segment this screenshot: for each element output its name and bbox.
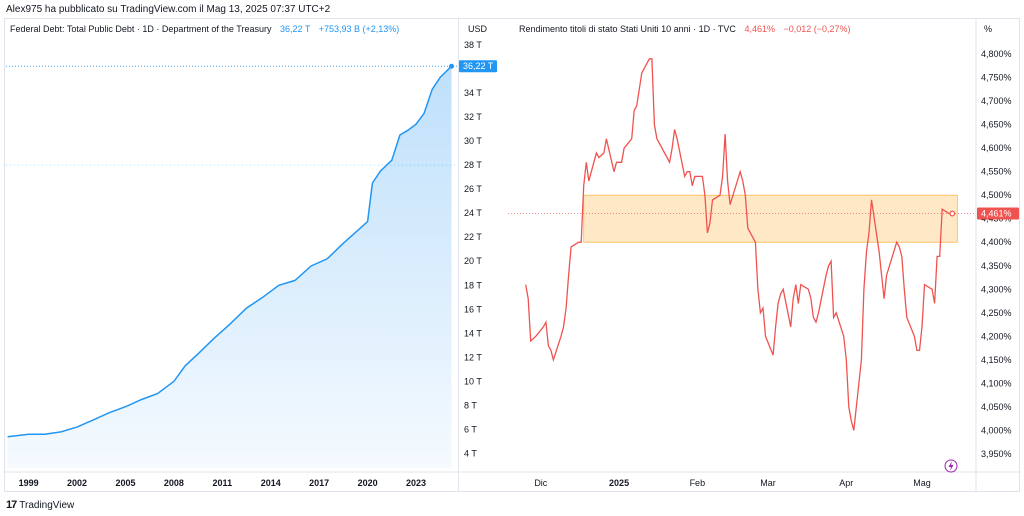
yield-x-tick-label: 2025 xyxy=(609,478,629,488)
attribution-text: Alex975 ha pubblicato su TradingView.com… xyxy=(6,4,331,15)
debt-y-tick-label: 24 T xyxy=(464,208,482,218)
debt-y-tick-label: 34 T xyxy=(464,88,482,98)
yield-y-tick-label: 4,500% xyxy=(981,190,1012,200)
yield-y-tick-label: 4,200% xyxy=(981,331,1012,341)
debt-legend: Federal Debt: Total Public Debt · 1D · D… xyxy=(10,24,399,34)
debt-last-point xyxy=(449,63,455,69)
yield-y-tick-label: 4,300% xyxy=(981,284,1012,294)
yield-legend-title: Rendimento titoli di stato Stati Uniti 1… xyxy=(519,24,736,34)
debt-y-tick-label: 8 T xyxy=(464,400,477,410)
yield-line xyxy=(525,58,953,431)
lightning-icon[interactable] xyxy=(944,459,958,473)
yield-y-tick-label: 4,250% xyxy=(981,308,1012,318)
yield-last-point xyxy=(949,210,956,217)
yield-y-tick-label: 4,400% xyxy=(981,237,1012,247)
debt-x-tick-label: 1999 xyxy=(19,478,39,488)
debt-y-tick-label: 38 T xyxy=(464,40,482,50)
yield-y-tick-label: 4,650% xyxy=(981,120,1012,130)
debt-y-tick-label: 28 T xyxy=(464,160,482,170)
debt-y-tick-label: 30 T xyxy=(464,136,482,146)
yield-y-tick-label: 4,600% xyxy=(981,143,1012,153)
yield-legend-value: 4,461% xyxy=(744,24,775,34)
debt-x-tick-label: 2008 xyxy=(164,478,184,488)
yield-y-tick-label: 4,350% xyxy=(981,261,1012,271)
debt-y-tick-label: 32 T xyxy=(464,112,482,122)
lightning-icon-bolt xyxy=(948,461,954,471)
debt-x-tick-label: 2002 xyxy=(67,478,87,488)
yield-legend-change: −0,012 (−0,27%) xyxy=(783,24,851,34)
debt-x-tick-label: 2014 xyxy=(261,478,281,488)
debt-y-tick-label: 20 T xyxy=(464,256,482,266)
pane-divider[interactable] xyxy=(458,18,459,492)
yield-x-tick-label: Dic xyxy=(534,478,547,488)
debt-legend-title: Federal Debt: Total Public Debt · 1D · D… xyxy=(10,24,272,34)
debt-y-tick-label: 14 T xyxy=(464,328,482,338)
debt-y-tick-label: 4 T xyxy=(464,449,477,459)
yield-unit-label: % xyxy=(984,24,993,34)
debt-y-tick-label: 16 T xyxy=(464,304,482,314)
yield-y-tick-label: 4,150% xyxy=(981,355,1012,365)
footer: 17 TradingView xyxy=(6,498,74,512)
debt-x-tick-label: 2023 xyxy=(406,478,426,488)
yield-y-tick-label: 4,550% xyxy=(981,167,1012,177)
debt-y-tick-label: 18 T xyxy=(464,280,482,290)
debt-last-value-tag xyxy=(459,60,497,73)
debt-y-tick-label: 22 T xyxy=(464,232,482,242)
yield-x-tick-label: Apr xyxy=(839,478,853,488)
yield-x-tick-label: Mar xyxy=(760,478,776,488)
debt-x-tick-label: 2005 xyxy=(115,478,135,488)
debt-last-value-label: 36,22 T xyxy=(463,61,494,71)
debt-unit-label: USD xyxy=(468,24,488,34)
debt-legend-value: 36,22 T xyxy=(279,24,311,34)
yield-y-tick-label: 4,700% xyxy=(981,96,1012,106)
yield-y-tick-label: 4,750% xyxy=(981,73,1012,83)
yield-x-tick-label: Mag xyxy=(913,478,931,488)
yield-y-tick-label: 4,000% xyxy=(981,425,1012,435)
yield-last-value-tag xyxy=(977,207,1019,220)
debt-x-tick-label: 2017 xyxy=(309,478,329,488)
yield-y-tick-label: 4,800% xyxy=(981,49,1012,59)
debt-line xyxy=(7,65,453,438)
debt-x-tick-label: 2020 xyxy=(358,478,378,488)
debt-legend-change: +753,93 B (+2,13%) xyxy=(318,24,400,34)
yield-x-tick-label: Feb xyxy=(690,478,706,488)
tradingview-name: TradingView xyxy=(19,499,75,511)
debt-y-tick-label: 10 T xyxy=(464,376,482,386)
debt-y-tick-label: 6 T xyxy=(464,425,477,435)
debt-x-tick-label: 2011 xyxy=(213,478,233,488)
yield-y-tick-label: 4,100% xyxy=(981,378,1012,388)
yield-highlight-zone xyxy=(583,194,958,243)
debt-y-tick-label: 26 T xyxy=(464,184,482,194)
yield-last-value-label: 4,461% xyxy=(981,209,1012,219)
yield-y-tick-label: 3,950% xyxy=(981,449,1012,459)
debt-area xyxy=(7,66,452,468)
yield-y-tick-label: 4,050% xyxy=(981,402,1012,412)
debt-y-tick-label: 12 T xyxy=(464,352,482,362)
tradingview-logo-icon: 17 xyxy=(6,499,17,511)
yield-legend: Rendimento titoli di stato Stati Uniti 1… xyxy=(519,24,851,34)
